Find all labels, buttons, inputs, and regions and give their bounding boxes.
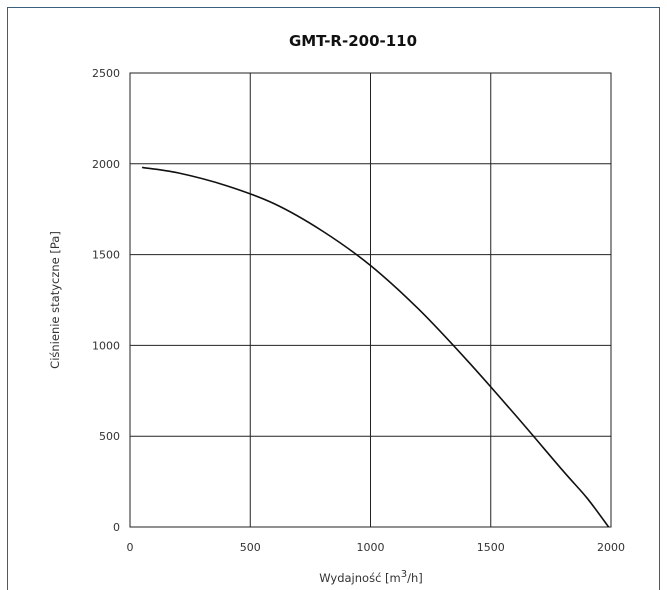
y-tick-label: 1500 — [92, 249, 120, 262]
y-axis-label: Ciśnienie statyczne [Pa] — [48, 231, 62, 369]
x-axis-label-tail: /h] — [407, 571, 423, 585]
y-tick-labels: 0 500 1000 1500 2000 2500 — [92, 67, 120, 534]
grid — [129, 72, 612, 528]
y-tick-label: 2500 — [92, 67, 120, 80]
x-axis-label-superscript: 3 — [401, 569, 407, 580]
x-tick-label: 1000 — [357, 541, 385, 554]
y-tick-label: 2000 — [92, 158, 120, 171]
y-tick-label: 0 — [113, 521, 120, 534]
y-tick-label: 500 — [99, 430, 120, 443]
x-axis-label-base: Wydajność [m — [319, 571, 401, 585]
chart-frame — [7, 7, 660, 590]
x-axis-label: Wydajność [m3/h] — [319, 569, 423, 585]
series-line — [141, 166, 610, 528]
x-tick-label: 2000 — [597, 541, 625, 554]
x-tick-label: 1500 — [477, 541, 505, 554]
y-tick-label: 1000 — [92, 339, 120, 352]
chart-title: GMT-R-200-110 — [289, 32, 417, 50]
x-tick-label: 500 — [240, 541, 261, 554]
x-tick-label: 0 — [127, 541, 134, 554]
x-tick-labels: 0 500 1000 1500 2000 — [127, 541, 626, 554]
